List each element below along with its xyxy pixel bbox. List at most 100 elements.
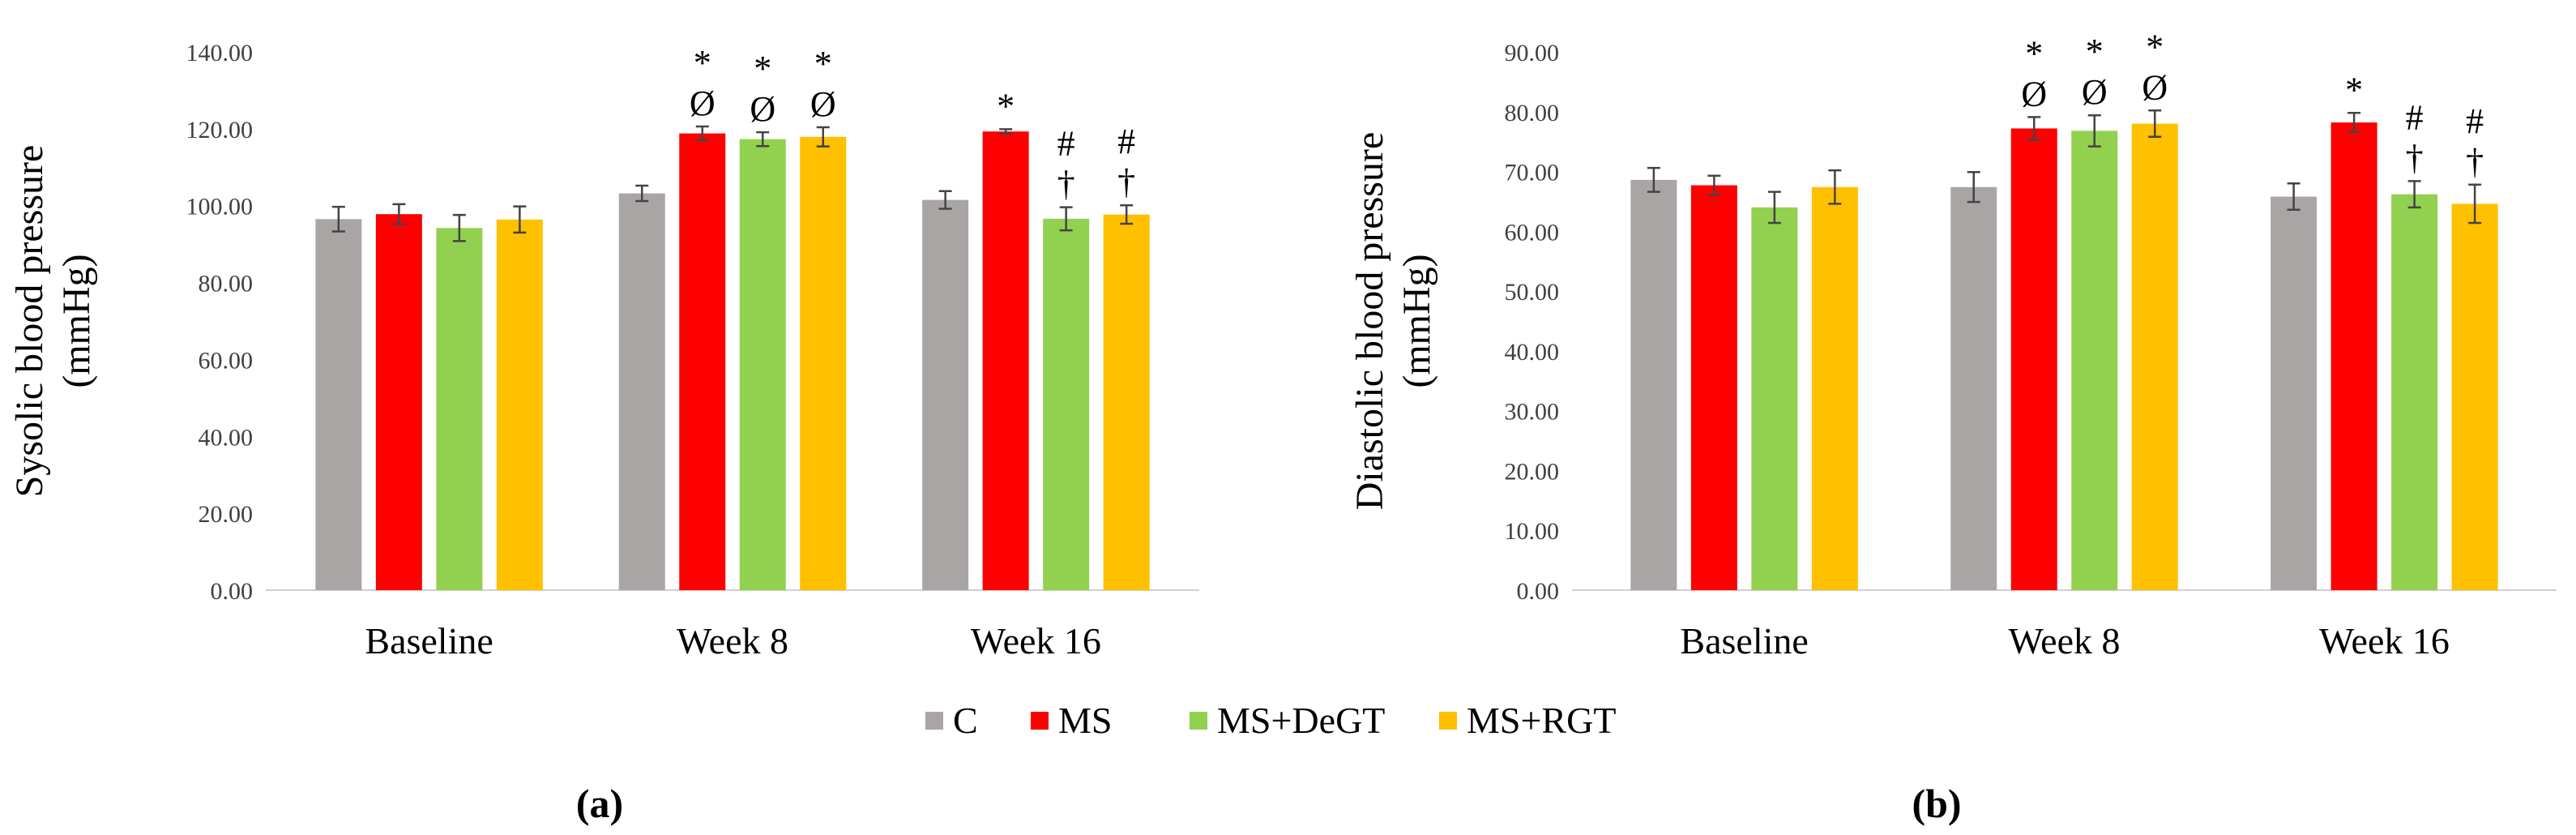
- legend-label: MS+RGT: [1467, 700, 1616, 741]
- y-tick-label: 50.00: [1505, 279, 1560, 306]
- y-tick-label: 70.00: [1505, 160, 1560, 186]
- panel-label-b: (b): [1912, 781, 1961, 826]
- significance-marker: †: [1117, 162, 1135, 202]
- x-category-label: Week 16: [2319, 620, 2450, 662]
- y-tick-label: 40.00: [199, 424, 254, 451]
- y-tick-label: 20.00: [199, 501, 254, 528]
- bar: [1751, 207, 1798, 591]
- error-bar: [452, 213, 466, 242]
- error-bar: [635, 184, 649, 203]
- error-bar: [513, 205, 527, 234]
- legend-swatch: [1031, 712, 1049, 730]
- x-category-label: Week 8: [677, 620, 788, 662]
- bar: [982, 131, 1029, 591]
- y-tick-label: 90.00: [1505, 40, 1560, 66]
- legend: C MS MS+DeGT MS+RGT: [925, 700, 1616, 741]
- bar: [1950, 186, 1997, 590]
- chart-panel-b: 0.00 10.00 20.00 30.00 40.00 50.00 60.00 70.00 8…: [1348, 27, 2557, 662]
- y-tick-label: 20.00: [1505, 458, 1560, 485]
- error-bar: [1120, 203, 1134, 225]
- error-bar: [2027, 116, 2041, 141]
- significance-marker: Ø: [2142, 67, 2168, 107]
- legend-item: MS: [1031, 700, 1112, 741]
- bar: [2071, 131, 2118, 591]
- error-bar: [2468, 183, 2482, 225]
- bar: [679, 133, 726, 590]
- legend-item: MS+RGT: [1439, 700, 1616, 741]
- bar: [922, 199, 969, 590]
- error-bar: [1967, 171, 1980, 203]
- bar: [1043, 218, 1090, 590]
- significance-marker: *: [2086, 32, 2104, 71]
- error-bar: [2287, 182, 2300, 212]
- bar: [739, 139, 786, 591]
- bar: [2451, 203, 2498, 590]
- y-axis-title: Sysolic blood pressure: [8, 145, 51, 498]
- bar: [496, 219, 543, 590]
- error-bar: [1767, 191, 1781, 225]
- error-bar: [2087, 113, 2101, 148]
- significance-marker: †: [1057, 165, 1075, 204]
- significance-marker: Ø: [810, 84, 836, 124]
- y-tick-label: 100.00: [186, 194, 254, 221]
- bar: [1811, 186, 1858, 590]
- bar: [618, 193, 665, 590]
- significance-marker: #: [2466, 101, 2484, 141]
- significance-marker: Ø: [2021, 74, 2047, 113]
- y-tick-label: 80.00: [1505, 100, 1560, 126]
- y-tick-label: 10.00: [1505, 518, 1560, 545]
- error-bar: [938, 190, 952, 210]
- chart-panel-a: 0.00 20.00 40.00 60.00 80.00 100.00 120.00 140.…: [8, 40, 1199, 662]
- error-bar: [1059, 206, 1073, 232]
- legend-item: C: [925, 700, 978, 741]
- bar: [1630, 179, 1677, 590]
- significance-marker: Ø: [750, 89, 775, 129]
- legend-label: MS: [1058, 700, 1112, 741]
- significance-marker: *: [2146, 27, 2164, 66]
- legend-label: MS+DeGT: [1217, 700, 1385, 741]
- legend-swatch: [1439, 712, 1457, 730]
- significance-marker: #: [2406, 97, 2424, 137]
- bar: [2271, 196, 2318, 590]
- significance-marker: *: [2345, 70, 2363, 109]
- y-tick-label: 0.00: [1517, 578, 1560, 605]
- y-tick-label: 140.00: [186, 40, 254, 66]
- error-bar: [816, 126, 830, 148]
- y-tick-label: 60.00: [199, 347, 254, 374]
- error-bar: [2347, 112, 2361, 134]
- legend-item: MS+DeGT: [1190, 700, 1385, 741]
- error-bar: [1647, 166, 1660, 193]
- significance-marker: #: [1057, 124, 1075, 164]
- y-tick-label: 120.00: [186, 117, 254, 143]
- legend-swatch: [925, 712, 943, 730]
- significance-marker: †: [2406, 138, 2424, 178]
- significance-marker: *: [814, 44, 832, 84]
- bar: [2010, 128, 2057, 591]
- bar: [2330, 122, 2377, 590]
- bar: [2391, 194, 2438, 590]
- bar: [1690, 185, 1737, 590]
- significance-marker: Ø: [690, 84, 716, 123]
- error-bar: [2407, 180, 2421, 209]
- error-bar: [999, 128, 1013, 135]
- y-axis-title: Diastolic blood pressure: [1348, 132, 1391, 511]
- x-category-label: Week 8: [2008, 620, 2120, 662]
- error-bar: [2148, 109, 2162, 139]
- error-bar: [331, 205, 345, 233]
- significance-marker: *: [694, 43, 711, 83]
- y-tick-label: 30.00: [1505, 399, 1560, 426]
- legend-swatch: [1190, 712, 1207, 730]
- error-bar: [1828, 169, 1842, 205]
- bar: [2131, 123, 2178, 591]
- y-axis-title: (mmHg): [55, 254, 98, 388]
- error-bar: [756, 131, 770, 148]
- legend-label: C: [953, 700, 978, 741]
- significance-marker: †: [2466, 142, 2484, 182]
- x-category-label: Baseline: [365, 620, 493, 662]
- bar: [800, 136, 847, 590]
- bar: [315, 219, 362, 590]
- significance-marker: *: [2025, 33, 2043, 73]
- x-category-label: Week 16: [971, 620, 1101, 662]
- error-bar: [695, 125, 709, 142]
